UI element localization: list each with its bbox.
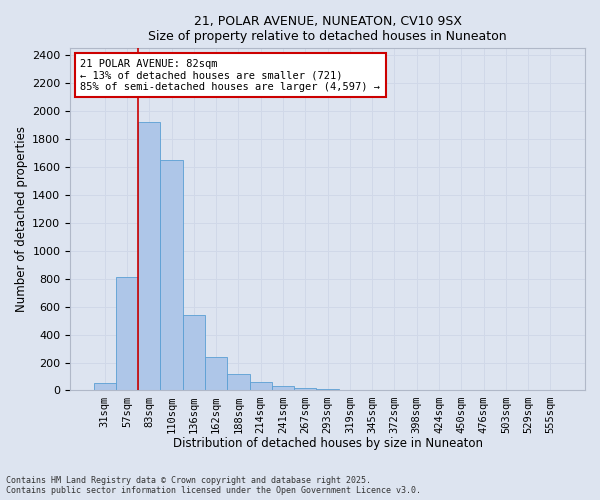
Bar [227,374,250,390]
Bar [138,122,160,390]
Bar [272,386,294,390]
Text: Contains HM Land Registry data © Crown copyright and database right 2025.
Contai: Contains HM Land Registry data © Crown c… [6,476,421,495]
Bar [182,315,205,390]
Bar [94,383,116,390]
Bar [294,388,316,390]
Title: 21, POLAR AVENUE, NUNEATON, CV10 9SX
Size of property relative to detached house: 21, POLAR AVENUE, NUNEATON, CV10 9SX Siz… [148,15,507,43]
Bar [116,278,138,390]
Text: 21 POLAR AVENUE: 82sqm
← 13% of detached houses are smaller (721)
85% of semi-de: 21 POLAR AVENUE: 82sqm ← 13% of detached… [80,58,380,92]
X-axis label: Distribution of detached houses by size in Nuneaton: Distribution of detached houses by size … [173,437,482,450]
Bar [250,382,272,390]
Y-axis label: Number of detached properties: Number of detached properties [15,126,28,312]
Bar [160,160,182,390]
Bar [205,357,227,390]
